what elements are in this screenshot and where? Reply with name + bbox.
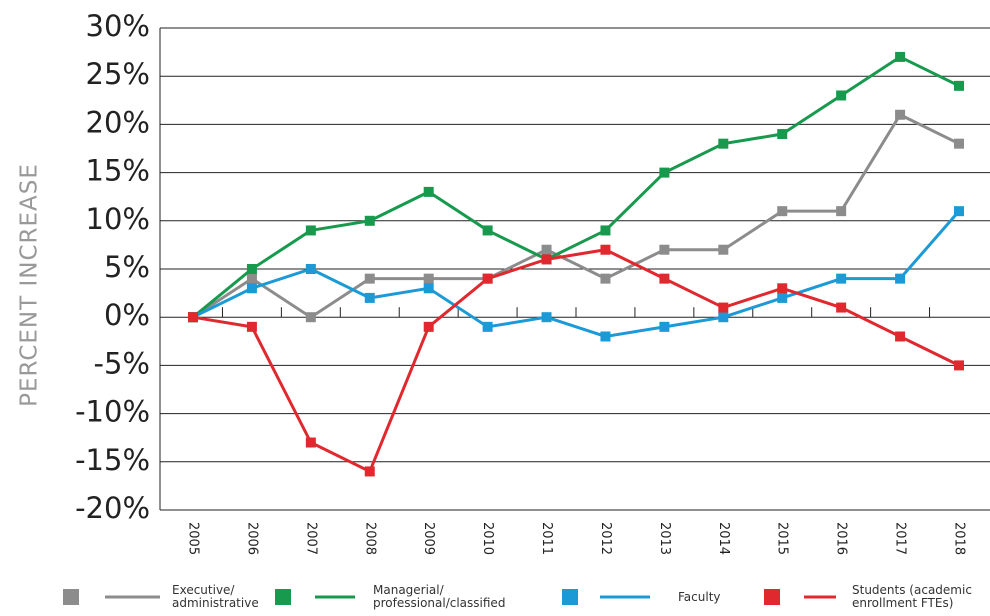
point-marker bbox=[659, 244, 670, 255]
point-marker bbox=[364, 466, 375, 477]
x-tick-label: 2013 bbox=[657, 522, 672, 555]
point-marker bbox=[954, 138, 964, 149]
x-tick-label: 2009 bbox=[421, 522, 436, 555]
point-marker bbox=[895, 273, 906, 284]
point-marker bbox=[954, 360, 964, 371]
x-tick-label: 2012 bbox=[598, 522, 613, 555]
x-tick-label: 2015 bbox=[775, 522, 790, 555]
y-tick-label: 10% bbox=[86, 202, 150, 236]
point-marker bbox=[364, 273, 375, 284]
y-tick-label: -5% bbox=[94, 346, 150, 380]
y-tick-label: 30% bbox=[86, 9, 150, 43]
point-marker bbox=[423, 186, 434, 197]
point-marker bbox=[659, 167, 670, 178]
point-marker bbox=[895, 331, 906, 342]
series-line bbox=[192, 210, 961, 339]
point-marker bbox=[246, 264, 257, 274]
point-marker bbox=[305, 225, 316, 236]
point-marker bbox=[541, 312, 552, 323]
x-tick-label: 2016 bbox=[834, 522, 849, 555]
x-tick-label: 2014 bbox=[716, 522, 731, 555]
point-marker bbox=[482, 321, 493, 332]
point-marker bbox=[423, 321, 434, 332]
y-tick-label: 25% bbox=[86, 57, 150, 91]
point-marker bbox=[836, 206, 847, 217]
point-marker bbox=[836, 302, 847, 313]
x-tick-label: 2007 bbox=[303, 522, 318, 555]
point-marker bbox=[423, 283, 434, 294]
point-marker bbox=[600, 331, 611, 342]
series-line bbox=[192, 55, 960, 319]
point-marker bbox=[836, 273, 847, 284]
point-marker bbox=[718, 138, 729, 149]
x-tick-label: 2018 bbox=[952, 522, 967, 555]
y-tick-label: -15% bbox=[75, 443, 150, 477]
point-marker bbox=[364, 292, 375, 303]
point-marker bbox=[600, 225, 611, 236]
point-marker bbox=[718, 302, 729, 313]
point-marker bbox=[482, 225, 493, 236]
point-marker bbox=[246, 321, 257, 332]
point-marker bbox=[718, 244, 729, 255]
legend-marker bbox=[63, 589, 79, 605]
point-marker bbox=[777, 129, 788, 140]
x-tick-label: 2011 bbox=[539, 522, 554, 555]
point-marker bbox=[600, 273, 611, 284]
point-marker bbox=[541, 244, 552, 255]
x-tick-label: 2005 bbox=[186, 522, 201, 555]
point-marker bbox=[305, 312, 316, 323]
x-tick-label: 2008 bbox=[362, 522, 377, 555]
point-marker bbox=[954, 80, 964, 91]
y-tick-label: 5% bbox=[104, 250, 150, 284]
point-marker bbox=[246, 273, 257, 284]
point-marker bbox=[364, 215, 375, 226]
point-marker bbox=[895, 51, 906, 62]
legend-label: Managerial/ professional/classified bbox=[373, 583, 506, 610]
point-marker bbox=[305, 437, 316, 448]
y-tick-label: 0% bbox=[104, 298, 150, 332]
point-marker bbox=[659, 321, 670, 332]
point-marker bbox=[895, 109, 906, 120]
point-marker bbox=[718, 312, 729, 323]
point-marker bbox=[246, 283, 257, 294]
point-marker bbox=[659, 273, 670, 284]
series-line bbox=[192, 248, 960, 474]
legend-marker bbox=[764, 589, 780, 605]
point-marker bbox=[954, 206, 964, 217]
point-marker bbox=[305, 264, 316, 274]
legend-label: Students (academic enrollment FTEs) bbox=[852, 583, 972, 610]
point-marker bbox=[423, 273, 434, 284]
point-marker bbox=[541, 254, 552, 265]
point-marker bbox=[777, 206, 788, 217]
legend-label: Executive/ administrative bbox=[172, 583, 259, 610]
point-marker bbox=[777, 283, 788, 294]
point-marker bbox=[188, 312, 198, 323]
x-tick-label: 2006 bbox=[244, 522, 259, 555]
x-tick-label: 2010 bbox=[480, 522, 495, 555]
point-marker bbox=[836, 90, 847, 101]
point-marker bbox=[600, 244, 611, 255]
point-marker bbox=[482, 273, 493, 284]
legend-marker bbox=[562, 589, 578, 605]
y-tick-label: 15% bbox=[86, 154, 150, 188]
y-tick-label: -10% bbox=[75, 395, 150, 429]
x-tick-label: 2017 bbox=[893, 522, 908, 555]
point-marker bbox=[777, 292, 788, 303]
series-line bbox=[192, 112, 960, 319]
legend-marker bbox=[275, 589, 291, 605]
y-tick-label: -20% bbox=[75, 491, 150, 525]
y-axis-title: PERCENT INCREASE bbox=[17, 163, 43, 407]
y-tick-label: 20% bbox=[86, 105, 150, 139]
legend-label: Faculty bbox=[678, 590, 721, 604]
